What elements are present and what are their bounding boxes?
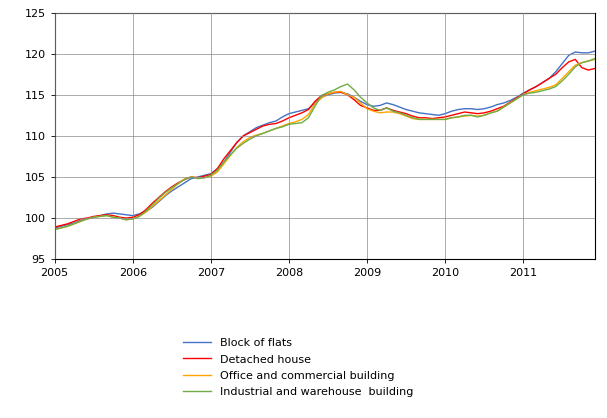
Block of flats — [58, 224, 65, 229]
Office and commercial building — [292, 120, 299, 125]
Block of flats — [461, 106, 469, 111]
Line: Block of flats: Block of flats — [55, 51, 595, 228]
Detached house — [58, 223, 65, 228]
Detached house — [292, 113, 299, 118]
Industrial and warehouse  building — [292, 121, 299, 126]
Office and commercial building — [487, 110, 494, 115]
Detached house — [487, 109, 494, 114]
Office and commercial building — [591, 57, 599, 62]
Detached house — [572, 57, 579, 62]
Office and commercial building — [318, 96, 325, 101]
Industrial and warehouse  building — [84, 217, 91, 222]
Detached house — [318, 93, 325, 98]
Detached house — [84, 216, 91, 221]
Industrial and warehouse  building — [58, 225, 65, 230]
Block of flats — [318, 95, 325, 100]
Office and commercial building — [84, 217, 91, 222]
Industrial and warehouse  building — [591, 56, 599, 61]
Block of flats — [84, 217, 91, 222]
Detached house — [591, 66, 599, 71]
Line: Office and commercial building: Office and commercial building — [55, 59, 595, 229]
Detached house — [461, 110, 469, 115]
Legend: Block of flats, Detached house, Office and commercial building, Industrial and w: Block of flats, Detached house, Office a… — [179, 334, 418, 401]
Industrial and warehouse  building — [461, 113, 469, 118]
Office and commercial building — [51, 227, 58, 232]
Block of flats — [292, 110, 299, 115]
Line: Detached house: Detached house — [55, 59, 595, 227]
Office and commercial building — [58, 225, 65, 230]
Block of flats — [591, 48, 599, 54]
Detached house — [51, 224, 58, 229]
Industrial and warehouse  building — [51, 227, 58, 232]
Industrial and warehouse  building — [318, 93, 325, 98]
Industrial and warehouse  building — [487, 110, 494, 115]
Office and commercial building — [461, 114, 469, 119]
Block of flats — [487, 104, 494, 110]
Block of flats — [51, 225, 58, 230]
Line: Industrial and warehouse  building: Industrial and warehouse building — [55, 59, 595, 229]
